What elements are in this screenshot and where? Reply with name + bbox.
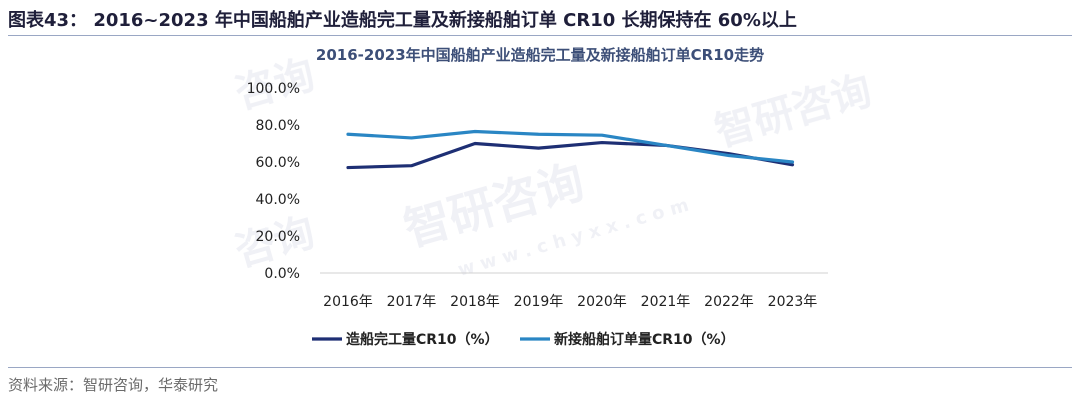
x-tick-label: 2019年	[514, 294, 564, 310]
y-tick-label: 100.0%	[247, 81, 300, 97]
x-tick-label: 2016年	[323, 294, 373, 310]
x-tick-label: 2023年	[768, 294, 818, 310]
watermark: 咨询 智研咨询 智研咨询 咨询 w w w . c h y x x . c o …	[230, 51, 876, 280]
svg-text:智研咨询: 智研咨询	[710, 67, 876, 155]
legend-label-series-2: 新接船舶订单量CR10（%）	[554, 331, 735, 348]
line-chart: 咨询 智研咨询 智研咨询 咨询 w w w . c h y x x . c o …	[230, 46, 876, 348]
series-2	[346, 129, 795, 164]
legend: 造船完工量CR10（%） 新接船舶订单量CR10（%）	[312, 331, 735, 348]
series-layer	[346, 129, 795, 170]
series-2-line	[346, 129, 795, 164]
x-tick-label: 2018年	[450, 294, 500, 310]
y-axis: 0.0% 20.0% 40.0% 60.0% 80.0% 100.0%	[247, 81, 300, 282]
y-tick-label: 80.0%	[256, 118, 300, 134]
figure-caption: 图表43： 2016~2023 年中国船舶产业造船完工量及新接船舶订单 CR10…	[8, 10, 797, 31]
y-tick-label: 60.0%	[256, 155, 300, 171]
source-note: 资料来源：智研咨询，华泰研究	[8, 376, 219, 394]
y-tick-label: 20.0%	[256, 229, 300, 245]
x-tick-label: 2022年	[704, 294, 754, 310]
x-axis: 2016年 2017年 2018年 2019年 2020年 2021年 2022年 2023年	[320, 272, 828, 310]
legend-label-series-1: 造船完工量CR10（%）	[346, 331, 499, 348]
y-tick-label: 0.0%	[264, 266, 300, 282]
caption-divider	[8, 35, 1072, 36]
x-tick-label: 2017年	[387, 294, 437, 310]
source-divider	[8, 367, 1072, 368]
x-tick-label: 2021年	[641, 294, 691, 310]
chart-title: 2016-2023年中国船舶产业造船完工量及新接船舶订单CR10走势	[316, 46, 764, 64]
y-tick-label: 40.0%	[256, 192, 300, 208]
x-tick-label: 2020年	[577, 294, 627, 310]
